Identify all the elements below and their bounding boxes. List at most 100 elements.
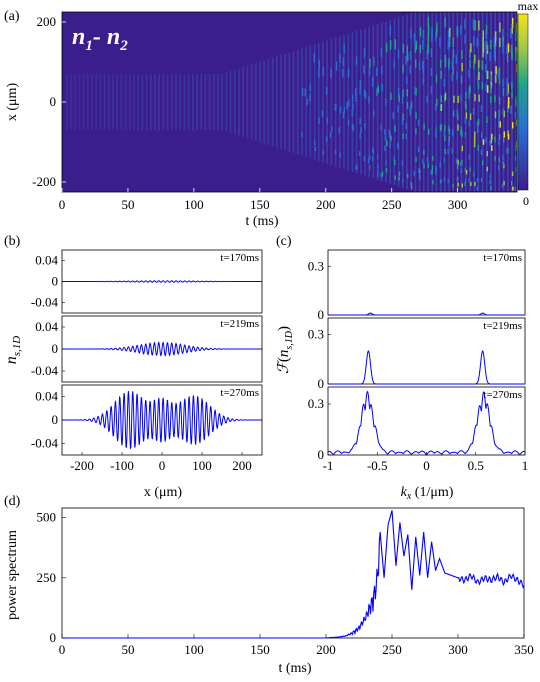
heatmap-speckle [490, 137, 493, 144]
heatmap-speckle [482, 139, 485, 145]
heatmap-speckle [460, 25, 462, 35]
heatmap-speckle [409, 106, 411, 113]
heatmap-speckle [456, 27, 459, 38]
heatmap-speckle [516, 141, 517, 147]
heatmap-speckle [478, 20, 480, 31]
heatmap-speckle [476, 127, 479, 134]
heatmap-speckle [514, 156, 517, 162]
heatmap-speckle [478, 59, 480, 69]
heatmap-fringe [74, 74, 76, 130]
heatmap-speckle [406, 45, 408, 55]
heatmap-speckle [493, 37, 495, 47]
heatmap-fringe [154, 74, 156, 130]
heatmap-ytick-label: 200 [37, 14, 57, 29]
heatmap-speckle [457, 164, 459, 170]
heatmap-speckle [334, 149, 337, 155]
heatmap-speckle [503, 181, 505, 186]
heatmap-speckle [322, 67, 324, 76]
heatmap-speckle [498, 71, 500, 80]
heatmap-speckle [422, 60, 424, 70]
heatmap-fringe [78, 74, 81, 130]
heatmap-fringe [87, 74, 89, 130]
heatmap-speckle [410, 182, 412, 187]
heatmap-fringe [179, 74, 181, 130]
heatmap-fringe [360, 29, 362, 175]
heatmap-fringe [217, 74, 219, 130]
heatmap-speckle [473, 36, 475, 46]
heatmap-speckle [485, 24, 488, 35]
panel-d-series-line [62, 510, 525, 639]
heatmap-speckle [516, 119, 517, 126]
heatmap-speckle [393, 156, 395, 162]
heatmap-speckle [452, 37, 454, 47]
heatmap-speckle [356, 165, 358, 170]
heatmap-fringe [389, 20, 391, 184]
heatmap-speckle [461, 183, 463, 188]
heatmap-ytick-label: -200 [32, 174, 56, 189]
heatmap-speckle [410, 101, 413, 109]
line-panel-d: 0 50 100 150 200 250 300 350 0 250 500 [37, 507, 534, 657]
heatmap-fringe [364, 28, 366, 176]
colorbar-min-label: 0 [523, 194, 529, 208]
heatmap-speckle [494, 31, 497, 41]
heatmap-speckle [477, 67, 480, 76]
heatmap-speckle [464, 34, 466, 44]
heatmap-fringe [82, 74, 85, 130]
heatmap-speckle [355, 165, 357, 170]
heatmap-speckle [455, 54, 457, 64]
heatmap-speckle [430, 170, 432, 175]
heatmap-speckle [501, 183, 504, 188]
heatmap-speckle [511, 81, 513, 90]
heatmap-xtick-label: 50 [121, 197, 134, 212]
heatmap-fringe [150, 74, 152, 130]
subplot-c-frame [327, 249, 526, 316]
heatmap-speckle [510, 28, 512, 39]
heatmap-speckle [444, 17, 446, 28]
heatmap-fringe [124, 74, 127, 130]
heatmap-fringe [414, 12, 417, 192]
subplot-b-ytick-label: 0.04 [35, 319, 58, 334]
panel-d-ytick-label: 500 [37, 510, 57, 525]
heatmap-speckle [511, 23, 513, 34]
heatmap-fringe [381, 22, 383, 182]
heatmap-speckle [498, 122, 500, 129]
heatmap-speckle [427, 33, 429, 43]
heatmap-fringe [259, 61, 261, 143]
heatmap-speckle [460, 75, 463, 84]
subplot-c-line [328, 312, 525, 316]
heatmap-speckle [461, 50, 463, 59]
heatmap-speckle [502, 41, 504, 51]
heatmap-speckle [423, 149, 425, 155]
heatmap-fringe [418, 12, 421, 192]
heatmap-fringe [166, 74, 169, 130]
heatmap-speckle [495, 75, 497, 83]
heatmap-fringe [339, 36, 341, 168]
heatmap-speckle [444, 148, 446, 155]
heatmap-speckle [431, 27, 433, 38]
heatmap-speckle [363, 65, 365, 74]
heatmap-fringe [208, 74, 211, 130]
heatmap-speckle [486, 41, 488, 51]
heatmap-fringe [393, 18, 396, 186]
heatmap-speckle [422, 76, 424, 85]
heatmap-speckle [418, 146, 420, 152]
heatmap-fringe [66, 74, 68, 130]
heatmap-speckle [338, 127, 340, 133]
heatmap-speckle [480, 105, 483, 112]
panel-d-xtick-label: 50 [122, 642, 135, 657]
heatmap-speckle [490, 96, 492, 104]
heatmap-speckle [470, 182, 472, 187]
heatmap-fringe [397, 17, 400, 187]
heatmap-speckle [436, 26, 438, 37]
heatmap-speckle [380, 124, 382, 131]
heatmap-speckle [413, 171, 415, 176]
heatmap-speckle [423, 163, 425, 169]
heatmap-speckle [301, 88, 304, 96]
heatmap-speckle [363, 48, 366, 58]
heatmap-speckle [473, 20, 476, 31]
heatmap-speckle [331, 126, 333, 132]
heatmap-fringe [267, 58, 270, 146]
heatmap-speckle [468, 177, 470, 183]
heatmap-fringe [133, 74, 135, 130]
subplot-b-xtick-label: 0 [159, 458, 166, 473]
